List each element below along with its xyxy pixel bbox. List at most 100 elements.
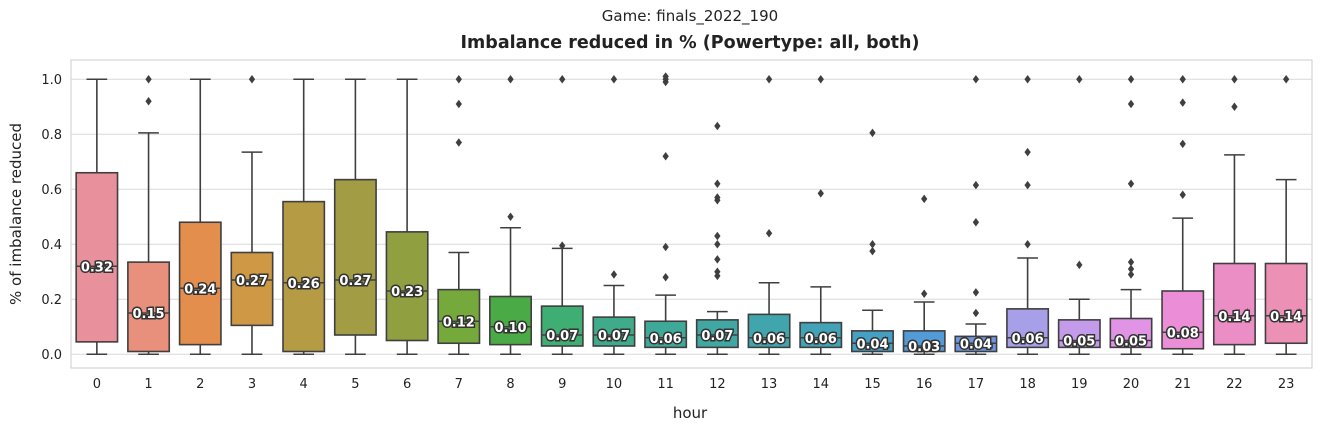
x-tick-label: 22 bbox=[1226, 377, 1243, 392]
x-tick-label: 0 bbox=[93, 377, 101, 392]
box-body bbox=[230, 251, 274, 327]
median-value-label: 0.07 bbox=[546, 329, 578, 344]
x-tick-label: 1 bbox=[144, 377, 152, 392]
outlier-point bbox=[921, 194, 928, 204]
x-axis-label: hour bbox=[673, 404, 708, 422]
box-body bbox=[540, 305, 584, 347]
x-tick-label: 13 bbox=[761, 377, 778, 392]
x-tick-label: 9 bbox=[558, 377, 566, 392]
outlier-point bbox=[662, 273, 669, 282]
box-5: 0.27 bbox=[333, 78, 377, 356]
outlier-point bbox=[972, 308, 980, 318]
median-value-label: 0.06 bbox=[805, 332, 837, 347]
outlier-point bbox=[714, 255, 721, 264]
outlier-point bbox=[1024, 240, 1031, 249]
x-tick-label: 19 bbox=[1071, 377, 1088, 392]
median-value-label: 0.08 bbox=[1167, 326, 1199, 341]
x-tick-label: 20 bbox=[1123, 377, 1140, 392]
outlier-point bbox=[1024, 75, 1031, 84]
x-tick-label: 17 bbox=[968, 377, 985, 392]
outlier-point bbox=[714, 240, 721, 249]
outlier-point bbox=[1179, 98, 1186, 107]
outlier-point bbox=[869, 246, 876, 256]
box-13: 0.06 bbox=[747, 75, 791, 356]
outlier-point bbox=[1282, 75, 1290, 84]
median-value-label: 0.04 bbox=[856, 337, 888, 352]
outlier-point bbox=[1076, 75, 1083, 84]
outlier-point bbox=[145, 97, 152, 106]
box-body bbox=[1212, 262, 1256, 346]
outlier-point bbox=[1231, 75, 1238, 84]
outlier-point bbox=[714, 193, 721, 202]
x-tick-label: 7 bbox=[455, 377, 463, 392]
chart-suptitle: Game: finals_2022_190 bbox=[602, 7, 778, 26]
box-2: 0.24 bbox=[178, 78, 222, 356]
median-value-label: 0.14 bbox=[1270, 310, 1302, 325]
box-20: 0.05 bbox=[1109, 75, 1153, 356]
outlier-point bbox=[1127, 264, 1135, 274]
y-gridlines bbox=[71, 78, 1312, 355]
box-body bbox=[333, 178, 377, 336]
median-value-label: 0.26 bbox=[288, 277, 320, 292]
box-6: 0.23 bbox=[385, 78, 429, 356]
outlier-point bbox=[662, 152, 669, 161]
box-23: 0.14 bbox=[1264, 75, 1308, 356]
outlier-point bbox=[921, 289, 928, 298]
box-22: 0.14 bbox=[1212, 75, 1256, 356]
outlier-point bbox=[972, 180, 980, 190]
outlier-point bbox=[765, 229, 773, 238]
box-18: 0.06 bbox=[1006, 75, 1050, 356]
median-value-label: 0.05 bbox=[1115, 335, 1147, 350]
box-4: 0.26 bbox=[282, 78, 326, 356]
y-tick-label: 0.2 bbox=[41, 293, 62, 308]
box-body bbox=[592, 316, 636, 347]
box-1: 0.15 bbox=[127, 75, 171, 356]
box-16: 0.03 bbox=[902, 194, 946, 357]
box-body bbox=[644, 320, 688, 349]
outlier-point bbox=[559, 241, 566, 250]
median-value-label: 0.06 bbox=[1012, 332, 1044, 347]
outlier-point bbox=[455, 75, 462, 84]
box-body bbox=[1006, 308, 1050, 349]
box-body bbox=[385, 231, 429, 342]
median-value-label: 0.27 bbox=[339, 274, 371, 289]
box-3: 0.27 bbox=[230, 75, 274, 356]
outlier-point bbox=[817, 189, 824, 198]
x-tick-label: 11 bbox=[657, 377, 674, 392]
outlier-point bbox=[1179, 190, 1186, 199]
outlier-point bbox=[455, 99, 462, 109]
plot-area bbox=[70, 59, 1313, 369]
box-body bbox=[799, 321, 843, 349]
box-body bbox=[282, 200, 326, 353]
y-axis-label: % of imbalance reduced bbox=[7, 123, 25, 305]
x-tick-label: 6 bbox=[403, 377, 411, 392]
outlier-point bbox=[662, 72, 669, 81]
box-body bbox=[437, 288, 481, 345]
box-9: 0.07 bbox=[540, 75, 584, 356]
box-body bbox=[1109, 317, 1153, 349]
box-17: 0.04 bbox=[954, 75, 998, 356]
box-body bbox=[747, 313, 791, 349]
y-tick-labels: 0.0 0.2 0.4 0.6 0.8 1.0 bbox=[41, 73, 62, 363]
outlier-point bbox=[765, 75, 773, 84]
x-tick-label: 3 bbox=[248, 377, 256, 392]
x-tick-label: 15 bbox=[864, 377, 881, 392]
outlier-point bbox=[714, 121, 721, 131]
box-body bbox=[695, 319, 739, 349]
x-tick-label: 12 bbox=[709, 377, 726, 392]
x-tick-label: 14 bbox=[812, 377, 829, 392]
outlier-point bbox=[559, 75, 566, 84]
box-body bbox=[75, 171, 119, 343]
outlier-point bbox=[248, 75, 256, 84]
box-15: 0.04 bbox=[850, 128, 894, 356]
outlier-point bbox=[1179, 139, 1186, 149]
y-tick-label: 0.6 bbox=[41, 183, 62, 198]
median-value-label: 0.15 bbox=[133, 307, 165, 322]
box-body bbox=[489, 295, 533, 346]
outlier-point bbox=[972, 75, 980, 84]
median-value-label: 0.27 bbox=[236, 274, 268, 289]
outlier-point bbox=[662, 242, 669, 252]
outlier-point bbox=[1127, 257, 1135, 267]
y-tick-label: 0.0 bbox=[41, 348, 62, 363]
